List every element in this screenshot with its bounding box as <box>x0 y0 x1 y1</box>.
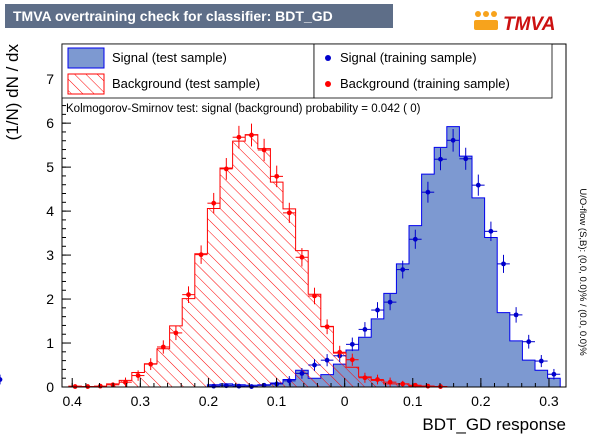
signal-training-point <box>450 137 456 143</box>
legend-label-signal-training: Signal (training sample) <box>340 50 477 65</box>
y-tick-label: 0 <box>46 379 54 395</box>
background-training-point <box>148 361 154 367</box>
chart-title: TMVA overtraining check for classifier: … <box>13 8 333 24</box>
signal-training-point <box>286 378 292 384</box>
y-tick-label: 7 <box>46 71 54 87</box>
signal-training-point <box>513 312 519 318</box>
legend-marker-background-training <box>325 81 331 87</box>
legend-swatch-signal-test <box>67 47 105 69</box>
legend-marker-signal-training <box>325 55 331 61</box>
background-training-point <box>349 357 355 363</box>
x-tick-label: 0.3 <box>131 393 151 409</box>
legend-swatch-background-test <box>67 73 105 95</box>
signal-training-point <box>387 299 393 305</box>
signal-training-point <box>538 358 544 364</box>
background-training-point <box>186 292 191 298</box>
signal-training-point <box>299 370 305 376</box>
signal-training-point <box>488 228 494 234</box>
signal-training-point <box>425 189 431 195</box>
background-training-point <box>261 147 267 153</box>
signal-training-point <box>412 236 418 242</box>
legend-label-signal-test: Signal (test sample) <box>112 50 227 65</box>
background-training-point <box>286 210 292 216</box>
ks-test-annotation: Kolmogorov-Smirnov test: signal (backgro… <box>66 103 421 115</box>
x-tick-label: 0.3 <box>539 393 559 409</box>
background-training-point <box>135 373 141 378</box>
y-tick-label: 5 <box>46 159 54 175</box>
background-training-point <box>337 349 343 355</box>
background-training-point <box>324 324 330 330</box>
y-tick-label: 6 <box>46 115 54 131</box>
signal-training-point <box>438 156 443 162</box>
signal-training-point <box>349 341 355 347</box>
signal-training-point <box>526 339 532 345</box>
background-training-point <box>160 344 166 350</box>
signal-training-point <box>551 371 557 377</box>
x-tick-label: 0.4 <box>62 393 82 409</box>
y-tick-label: 4 <box>46 203 54 219</box>
x-tick-label: 0.1 <box>267 393 287 409</box>
y-axis-title: (1/N) dN / dx <box>3 44 22 141</box>
signal-training-point <box>400 267 406 272</box>
background-training-point <box>362 375 368 381</box>
background-training-point <box>412 382 418 388</box>
background-training-point <box>387 379 393 385</box>
x-axis-title: BDT_GD response <box>422 415 566 434</box>
background-training-point <box>223 166 229 172</box>
background-training-point <box>299 254 305 260</box>
y-tick-label: 1 <box>46 335 54 351</box>
y-tick-label: 3 <box>46 247 54 263</box>
legend-label-background-training: Background (training sample) <box>340 76 510 91</box>
background-training-point <box>400 381 406 387</box>
signal-training-point <box>475 182 481 188</box>
axes-layer: 0.4 0.3 0.2 0.1 0 0.1 0.2 0.3 0 1 2 3 4 5 6 7 <box>46 52 559 409</box>
background-training-point <box>312 293 317 299</box>
legend: Signal (test sample) Background (test sa… <box>61 43 553 99</box>
background-training-point <box>236 134 242 140</box>
background-training-point <box>198 252 204 258</box>
tmva-logo: TMVA <box>474 11 555 35</box>
x-tick-label: 0 <box>341 393 349 409</box>
background-training-point <box>173 330 179 336</box>
x-tick-label: 0.2 <box>199 393 219 409</box>
x-tick-label: 0.1 <box>403 393 423 409</box>
overflow-annotation: U/O-flow (S,B): (0.0, 0.0)% / (0.0, 0.0)… <box>577 188 588 356</box>
background-training-point <box>274 173 280 179</box>
signal-training-point <box>501 261 506 267</box>
background-training-point <box>97 383 103 389</box>
signal-training-point <box>312 362 317 368</box>
signal-training-point <box>324 357 330 363</box>
signal-training-point <box>0 377 3 382</box>
legend-box-right <box>313 43 553 99</box>
chart-title-bar: TMVA overtraining check for classifier: … <box>5 4 393 28</box>
signal-training-point <box>362 326 368 332</box>
x-tick-label: 0.2 <box>471 393 491 409</box>
signal-training-point <box>463 156 469 162</box>
legend-label-background-test: Background (test sample) <box>112 76 260 91</box>
signal-training-point <box>236 383 242 389</box>
logo-text: TMVA <box>503 14 555 35</box>
signal-training-point <box>375 307 380 313</box>
y-tick-label: 2 <box>46 291 54 307</box>
background-training-point <box>249 132 254 138</box>
signal-training-point <box>211 383 217 389</box>
background-training-point <box>375 377 380 382</box>
background-training-point <box>211 200 217 206</box>
